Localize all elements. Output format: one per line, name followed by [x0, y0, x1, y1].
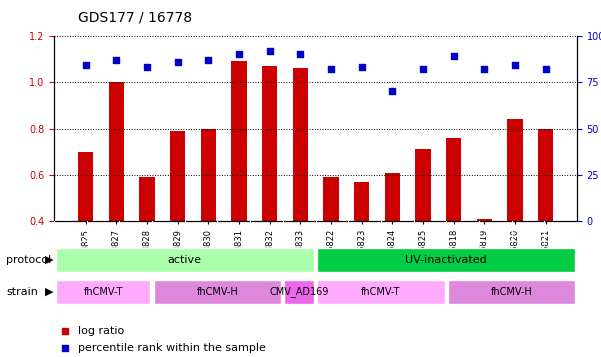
Point	[406, 255, 415, 261]
Text: percentile rank within the sample: percentile rank within the sample	[78, 343, 266, 353]
FancyBboxPatch shape	[56, 280, 150, 304]
Point	[142, 64, 151, 70]
Bar	[415, 149, 430, 314]
Point	[295, 51, 305, 57]
Bar	[231, 61, 246, 314]
Bar	[109, 82, 124, 314]
Point	[510, 62, 520, 68]
Bar	[354, 182, 369, 314]
Point	[172, 59, 182, 65]
Point	[357, 64, 367, 70]
Bar	[477, 219, 492, 314]
Bar	[385, 173, 400, 314]
Point	[203, 57, 213, 63]
Text: GDS177 / 16778: GDS177 / 16778	[78, 11, 192, 25]
Bar	[170, 131, 185, 314]
Point	[264, 48, 274, 54]
Bar	[293, 68, 308, 314]
Text: ▶: ▶	[45, 287, 53, 297]
Point	[406, 99, 415, 105]
Point	[326, 66, 336, 72]
Point	[449, 53, 459, 59]
Text: log ratio: log ratio	[78, 326, 124, 336]
FancyBboxPatch shape	[317, 248, 575, 272]
Bar	[323, 177, 338, 314]
Text: fhCMV-H: fhCMV-H	[197, 287, 239, 297]
Point	[81, 62, 90, 68]
Bar	[538, 129, 553, 314]
Text: fhCMV-H: fhCMV-H	[491, 287, 532, 297]
Bar	[262, 66, 277, 314]
Text: fhCMV-T: fhCMV-T	[361, 287, 401, 297]
Text: CMV_AD169: CMV_AD169	[269, 286, 329, 297]
Text: ▶: ▶	[45, 255, 53, 265]
Bar	[446, 138, 461, 314]
FancyBboxPatch shape	[448, 280, 575, 304]
Bar	[201, 129, 216, 314]
FancyBboxPatch shape	[56, 248, 314, 272]
Point	[388, 89, 397, 94]
Point	[418, 66, 428, 72]
Text: fhCMV-T: fhCMV-T	[84, 287, 123, 297]
Point	[480, 66, 489, 72]
Text: protocol: protocol	[6, 255, 51, 265]
FancyBboxPatch shape	[284, 280, 314, 304]
Text: active: active	[168, 255, 202, 265]
Text: strain: strain	[6, 287, 38, 297]
Point	[541, 66, 551, 72]
FancyBboxPatch shape	[154, 280, 281, 304]
Point	[234, 51, 243, 57]
FancyBboxPatch shape	[317, 280, 445, 304]
Bar	[78, 152, 93, 314]
Point	[111, 57, 121, 63]
Text: UV-inactivated: UV-inactivated	[405, 255, 487, 265]
Bar	[507, 119, 522, 314]
Bar	[139, 177, 154, 314]
